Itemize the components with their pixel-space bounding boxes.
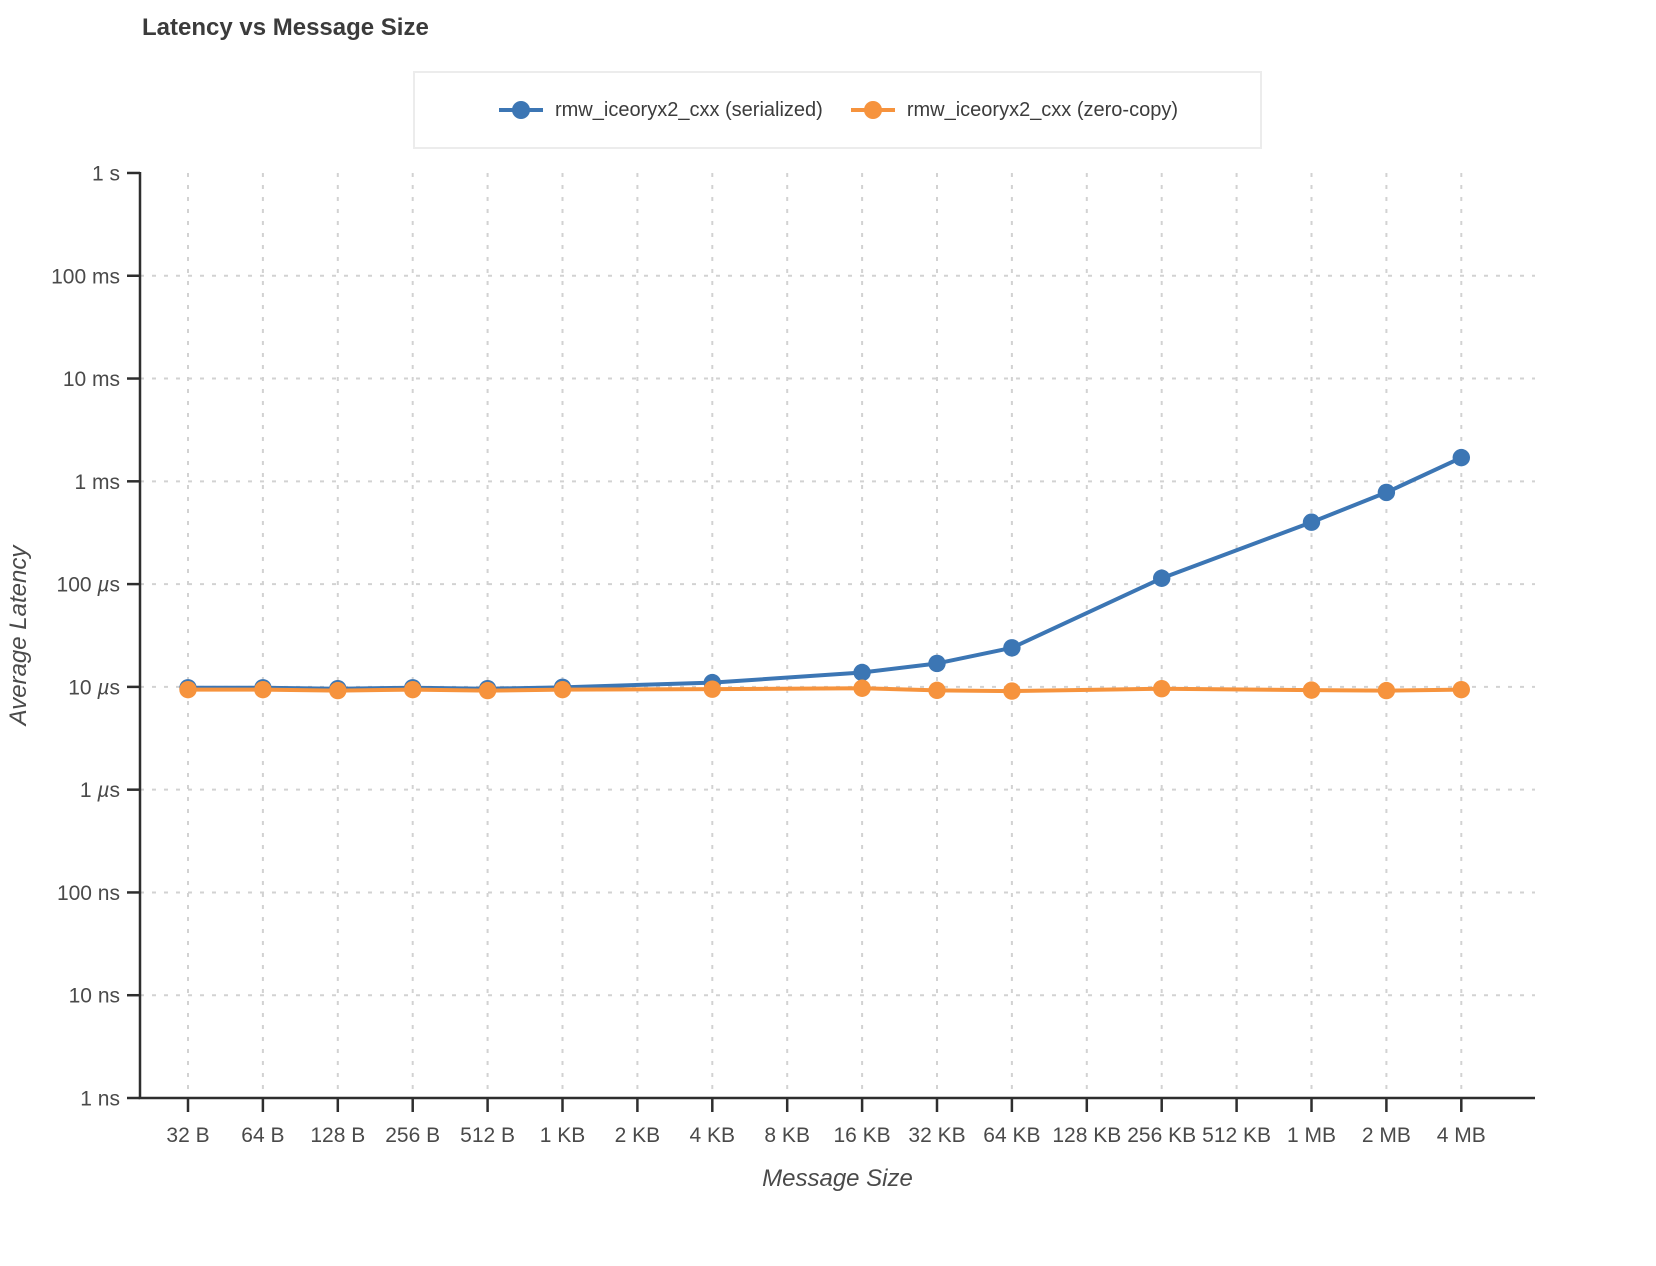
data-point-zero-copy[interactable] (853, 679, 871, 697)
x-tick-label: 16 KB (833, 1124, 890, 1147)
data-point-serialized[interactable] (928, 654, 946, 673)
x-tick-label: 1 KB (540, 1124, 586, 1147)
x-tick-label: 256 B (385, 1124, 440, 1147)
data-point-serialized[interactable] (1452, 448, 1471, 467)
data-point-zero-copy[interactable] (1003, 682, 1021, 700)
data-point-zero-copy[interactable] (928, 681, 946, 700)
legend-marker-icon (498, 101, 543, 119)
legend-item-label: rmw_iceoryx2_cxx (zero-copy) (906, 98, 1178, 121)
data-point-serialized[interactable] (853, 663, 871, 682)
series-line-zero-copy (186, 686, 1464, 694)
legend-item-serialized[interactable]: rmw_iceoryx2_cxx (serialized) (497, 99, 823, 122)
data-point-zero-copy[interactable] (478, 681, 497, 700)
legend-marker-icon (850, 101, 895, 119)
y-tick-label: 10 ns (69, 985, 120, 1008)
data-point-zero-copy[interactable] (553, 680, 572, 699)
x-tick-label: 2 KB (615, 1124, 661, 1147)
y-tick-label: 100 ms (51, 265, 120, 288)
x-tick-label: 1 MB (1287, 1124, 1336, 1147)
data-point-zero-copy[interactable] (254, 680, 272, 699)
x-tick-label: 256 KB (1127, 1124, 1196, 1147)
x-tick-label: 128 KB (1052, 1124, 1121, 1147)
x-tick-label: 4 KB (690, 1124, 736, 1147)
x-tick-label: 32 KB (908, 1124, 965, 1147)
legend: rmw_iceoryx2_cxx (serialized) rmw_iceoryx… (413, 71, 1262, 149)
y-tick-label: 10 µs (68, 676, 120, 699)
y-tick-label: 100 µs (57, 574, 120, 597)
x-tick-label: 2 MB (1362, 1124, 1411, 1147)
x-tick-label: 512 B (460, 1124, 515, 1147)
data-point-zero-copy[interactable] (703, 680, 721, 698)
x-tick-label: 64 B (241, 1124, 284, 1147)
y-tick-label: 1 µs (80, 779, 120, 802)
data-point-serialized[interactable] (1153, 569, 1171, 587)
data-point-serialized[interactable] (1377, 483, 1396, 502)
y-tick-label: 1 s (92, 162, 120, 185)
legend-item-label: rmw_iceoryx2_cxx (serialized) (554, 98, 823, 121)
data-point-zero-copy[interactable] (404, 680, 422, 699)
x-tick-label: 128 B (310, 1124, 365, 1147)
data-point-zero-copy[interactable] (1302, 681, 1321, 699)
y-tick-label: 10 ms (63, 368, 120, 391)
y-tick-label: 100 ns (57, 882, 120, 905)
data-point-zero-copy[interactable] (179, 680, 197, 699)
x-tick-label: 4 MB (1437, 1124, 1486, 1147)
chart-title: Latency vs Message Size (142, 14, 429, 41)
series-line-serialized (186, 455, 1464, 691)
x-tick-label: 8 KB (764, 1124, 810, 1147)
data-point-zero-copy[interactable] (1452, 680, 1471, 699)
y-axis-title: Average Latency (5, 544, 32, 728)
data-point-serialized[interactable] (1003, 639, 1021, 657)
data-point-serialized[interactable] (1302, 513, 1321, 531)
x-axis-title: Message Size (762, 1165, 913, 1192)
x-tick-label: 512 KB (1202, 1124, 1271, 1147)
y-tick-label: 1 ms (74, 471, 120, 494)
y-tick-label: 1 ns (80, 1088, 120, 1111)
legend-item-zero-copy[interactable]: rmw_iceoryx2_cxx (zero-copy) (849, 99, 1178, 122)
data-point-zero-copy[interactable] (1377, 681, 1396, 700)
data-point-zero-copy[interactable] (1153, 680, 1171, 698)
x-tick-label: 32 B (166, 1124, 209, 1147)
data-point-zero-copy[interactable] (329, 681, 347, 700)
x-tick-label: 64 KB (983, 1124, 1040, 1147)
